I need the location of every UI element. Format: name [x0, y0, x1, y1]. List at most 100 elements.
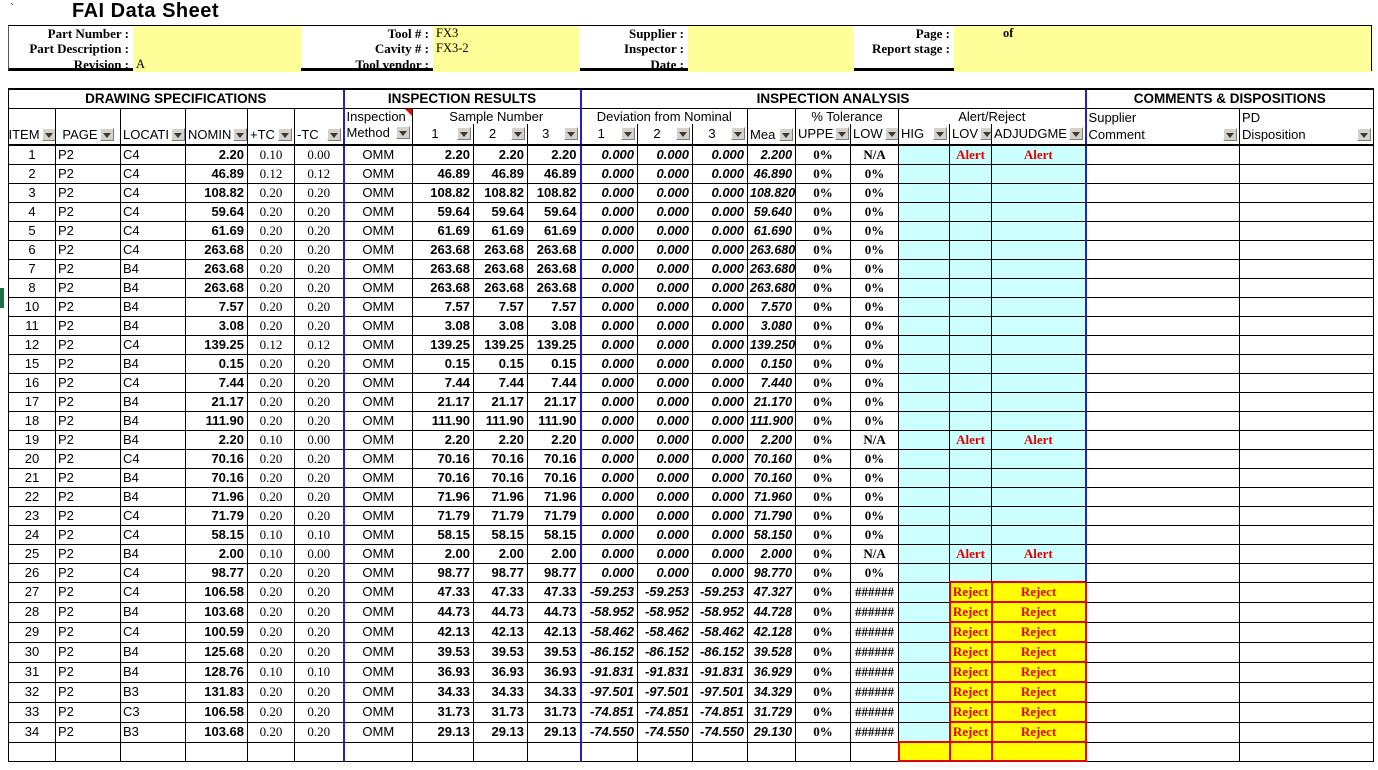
- cell-deviation-2[interactable]: 0.000: [637, 562, 694, 583]
- cell-page[interactable]: P2: [55, 505, 121, 526]
- cell-sample-3[interactable]: 70.16: [527, 467, 582, 488]
- cell-supplier-comment[interactable]: [1084, 448, 1241, 469]
- cell-page[interactable]: P2: [55, 681, 121, 703]
- cell-low-flag[interactable]: [949, 220, 993, 241]
- cell-location[interactable]: [120, 741, 186, 762]
- cell-deviation-3[interactable]: -58.462: [692, 621, 749, 643]
- cell-page[interactable]: P2: [55, 562, 121, 583]
- cell-lower-pct[interactable]: 0%: [850, 201, 900, 222]
- cell-upper-pct[interactable]: 0%: [795, 601, 852, 623]
- filter-dropdown-icon[interactable]: [278, 128, 292, 141]
- cell-nominal[interactable]: 2.20: [185, 144, 248, 165]
- cell-deviation-1[interactable]: 0.000: [579, 505, 639, 526]
- cell-mean[interactable]: 139.250: [747, 334, 797, 355]
- form-field[interactable]: [133, 41, 301, 57]
- cell-low-flag[interactable]: [949, 391, 993, 412]
- cell-low-flag[interactable]: [949, 353, 993, 374]
- cell-supplier-comment[interactable]: [1084, 486, 1241, 507]
- cell-high-flag[interactable]: [898, 182, 951, 203]
- cell-item[interactable]: 24: [8, 524, 56, 545]
- cell-upper-pct[interactable]: 0%: [795, 701, 852, 723]
- cell-low-flag[interactable]: Alert: [949, 429, 993, 450]
- cell-nominal[interactable]: 3.08: [185, 315, 248, 336]
- cell-nominal[interactable]: 2.00: [185, 543, 248, 564]
- column-header-item[interactable]: ITEM: [8, 107, 56, 146]
- cell-mean[interactable]: 34.329: [747, 681, 797, 703]
- cell-sample-1[interactable]: 3.08: [412, 315, 475, 336]
- cell-high-flag[interactable]: [898, 448, 951, 469]
- cell-item[interactable]: 26: [8, 562, 56, 583]
- cell-upper-pct[interactable]: [795, 741, 852, 762]
- cell-lower-pct[interactable]: 0%: [850, 562, 900, 583]
- cell-sample-2[interactable]: 263.68: [473, 239, 529, 260]
- cell-deviation-1[interactable]: 0.000: [579, 467, 639, 488]
- cell-minus-tol[interactable]: 0.20: [293, 315, 345, 336]
- cell-sample-2[interactable]: 47.33: [473, 581, 529, 603]
- cell-supplier-comment[interactable]: [1084, 372, 1241, 393]
- cell-mean[interactable]: 108.820: [747, 182, 797, 203]
- form-field[interactable]: A: [133, 56, 301, 72]
- cell-high-flag[interactable]: [898, 353, 951, 374]
- cell-sample-3[interactable]: 263.68: [527, 277, 582, 298]
- cell-method[interactable]: [342, 741, 414, 762]
- cell-deviation-1[interactable]: 0.000: [579, 258, 639, 279]
- cell-upper-pct[interactable]: 0%: [795, 448, 852, 469]
- cell-lower-pct[interactable]: 0%: [850, 524, 900, 545]
- cell-deviation-2[interactable]: -74.851: [637, 701, 694, 723]
- cell-pd-disposition[interactable]: [1239, 220, 1375, 241]
- cell-deviation-2[interactable]: 0.000: [637, 182, 694, 203]
- cell-high-flag[interactable]: [898, 144, 951, 165]
- cell-pd-disposition[interactable]: [1239, 201, 1375, 222]
- cell-supplier-comment[interactable]: [1084, 741, 1241, 762]
- cell-low-flag[interactable]: [949, 182, 993, 203]
- column-header-adjudgment[interactable]: ADJUDGME: [991, 124, 1087, 146]
- cell-high-flag[interactable]: [898, 505, 951, 526]
- cell-upper-pct[interactable]: 0%: [795, 429, 852, 450]
- cell-deviation-3[interactable]: 0.000: [692, 543, 749, 564]
- cell-pd-disposition[interactable]: [1239, 239, 1375, 260]
- cell-page[interactable]: P2: [55, 429, 121, 450]
- cell-adjudgment-flag[interactable]: [991, 163, 1087, 184]
- cell-low-flag[interactable]: [949, 372, 993, 393]
- cell-adjudgment-flag[interactable]: [991, 467, 1087, 488]
- cell-item[interactable]: 32: [8, 681, 56, 703]
- cell-high-flag[interactable]: [898, 258, 951, 279]
- cell-supplier-comment[interactable]: [1084, 641, 1241, 663]
- cell-supplier-comment[interactable]: [1084, 721, 1241, 743]
- cell-adjudgment-flag[interactable]: [991, 486, 1087, 507]
- cell-deviation-2[interactable]: 0.000: [637, 353, 694, 374]
- cell-supplier-comment[interactable]: [1084, 543, 1241, 564]
- cell-minus-tol[interactable]: 0.20: [293, 581, 345, 603]
- cell-deviation-3[interactable]: -86.152: [692, 641, 749, 663]
- cell-sample-2[interactable]: 42.13: [473, 621, 529, 643]
- cell-pd-disposition[interactable]: [1239, 741, 1375, 762]
- cell-deviation-1[interactable]: 0.000: [579, 220, 639, 241]
- cell-minus-tol[interactable]: 0.20: [293, 239, 345, 260]
- cell-lower-pct[interactable]: N/A: [850, 429, 900, 450]
- cell-sample-1[interactable]: 31.73: [412, 701, 475, 723]
- cell-method[interactable]: OMM: [342, 391, 414, 412]
- cell-sample-2[interactable]: 34.33: [473, 681, 529, 703]
- cell-adjudgment-flag[interactable]: [991, 372, 1087, 393]
- cell-sample-1[interactable]: 58.15: [412, 524, 475, 545]
- cell-deviation-2[interactable]: -59.253: [637, 581, 694, 603]
- cell-deviation-1[interactable]: 0.000: [579, 448, 639, 469]
- form-field[interactable]: [433, 56, 580, 72]
- cell-upper-pct[interactable]: 0%: [795, 581, 852, 603]
- cell-location[interactable]: C4: [120, 144, 186, 165]
- cell-lower-pct[interactable]: 0%: [850, 353, 900, 374]
- cell-deviation-3[interactable]: 0.000: [692, 467, 749, 488]
- cell-pd-disposition[interactable]: [1239, 448, 1375, 469]
- column-header-minus-tol[interactable]: -TC: [293, 107, 345, 146]
- cell-deviation-1[interactable]: -74.550: [579, 721, 639, 743]
- cell-upper-pct[interactable]: 0%: [795, 681, 852, 703]
- cell-mean[interactable]: 44.728: [747, 601, 797, 623]
- cell-item[interactable]: 34: [8, 721, 56, 743]
- cell-nominal[interactable]: 106.58: [185, 581, 248, 603]
- cell-sample-3[interactable]: 2.00: [527, 543, 582, 564]
- cell-upper-pct[interactable]: 0%: [795, 391, 852, 412]
- cell-sample-1[interactable]: 139.25: [412, 334, 475, 355]
- cell-sample-2[interactable]: 111.90: [473, 410, 529, 431]
- cell-high-flag[interactable]: [898, 334, 951, 355]
- cell-low-flag[interactable]: Reject: [948, 681, 993, 703]
